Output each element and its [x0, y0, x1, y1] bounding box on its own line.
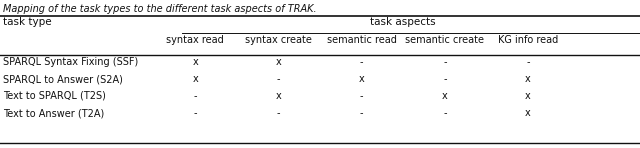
- Text: x: x: [193, 74, 198, 84]
- Text: semantic read: semantic read: [326, 35, 397, 45]
- Text: -: -: [360, 91, 364, 101]
- Text: x: x: [193, 57, 198, 67]
- Text: -: -: [193, 108, 197, 118]
- Text: Mapping of the task types to the different task aspects of TRAK.: Mapping of the task types to the differe…: [3, 4, 317, 14]
- Text: x: x: [276, 57, 281, 67]
- Text: Text to SPARQL (T2S): Text to SPARQL (T2S): [3, 91, 106, 101]
- Text: syntax read: syntax read: [166, 35, 224, 45]
- Text: SPARQL Syntax Fixing (SSF): SPARQL Syntax Fixing (SSF): [3, 57, 138, 67]
- Text: -: -: [443, 57, 447, 67]
- Text: -: -: [193, 91, 197, 101]
- Text: x: x: [359, 74, 364, 84]
- Text: KG info read: KG info read: [498, 35, 558, 45]
- Text: -: -: [360, 108, 364, 118]
- Text: x: x: [525, 74, 531, 84]
- Text: SPARQL to Answer (S2A): SPARQL to Answer (S2A): [3, 74, 123, 84]
- Text: semantic create: semantic create: [405, 35, 484, 45]
- Text: -: -: [276, 74, 280, 84]
- Text: Text to Answer (T2A): Text to Answer (T2A): [3, 108, 104, 118]
- Text: x: x: [525, 108, 531, 118]
- Text: -: -: [360, 57, 364, 67]
- Text: x: x: [276, 91, 281, 101]
- Text: -: -: [443, 74, 447, 84]
- Text: x: x: [525, 91, 531, 101]
- Text: x: x: [442, 91, 447, 101]
- Text: -: -: [443, 108, 447, 118]
- Text: -: -: [276, 108, 280, 118]
- Text: syntax create: syntax create: [245, 35, 312, 45]
- Text: task aspects: task aspects: [371, 17, 436, 27]
- Text: task type: task type: [3, 17, 52, 27]
- Text: -: -: [526, 57, 530, 67]
